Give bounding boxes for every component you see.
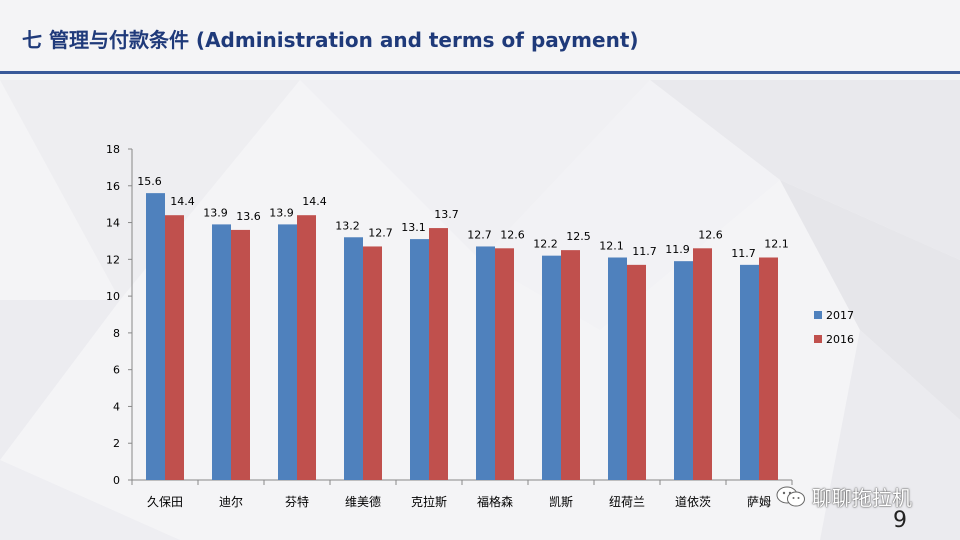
title-divider bbox=[0, 71, 960, 74]
data-label-2016-5: 12.6 bbox=[500, 228, 525, 241]
data-label-2016-1: 13.6 bbox=[236, 210, 261, 223]
bar-2016-1 bbox=[231, 229, 250, 480]
data-label-2017-6: 12.2 bbox=[533, 238, 558, 251]
data-label-2017-1: 13.9 bbox=[203, 206, 228, 219]
bar-2016-9 bbox=[759, 257, 778, 480]
legend-swatch-2016 bbox=[814, 335, 822, 343]
x-tick-label: 芬特 bbox=[285, 494, 309, 509]
y-tick-label: 10 bbox=[106, 290, 120, 303]
watermark-text: 聊聊拖拉机 bbox=[812, 486, 912, 510]
y-tick-label: 16 bbox=[106, 180, 120, 193]
y-tick-label: 4 bbox=[113, 400, 120, 413]
bar-2017-2 bbox=[278, 224, 297, 480]
slide-title: 七 管理与付款条件 (Administration and terms of p… bbox=[22, 28, 639, 52]
bar-2016-5 bbox=[495, 248, 514, 480]
bar-2016-8 bbox=[693, 248, 712, 480]
y-tick-label: 8 bbox=[113, 327, 120, 340]
data-label-2016-7: 11.7 bbox=[632, 245, 657, 258]
data-label-2016-9: 12.1 bbox=[764, 237, 789, 250]
x-tick-label: 凯斯 bbox=[549, 495, 573, 509]
y-tick-label: 0 bbox=[113, 474, 120, 487]
bar-2017-0 bbox=[146, 193, 165, 480]
bar-2017-5 bbox=[476, 246, 495, 480]
y-tick-label: 14 bbox=[106, 217, 120, 230]
data-label-2016-0: 14.4 bbox=[170, 195, 195, 208]
bar-2016-3 bbox=[363, 246, 382, 480]
bar-2017-9 bbox=[740, 264, 759, 480]
y-tick-label: 18 bbox=[106, 143, 120, 156]
bar-2017-8 bbox=[674, 261, 693, 480]
page-number: 9 bbox=[893, 508, 907, 533]
bar-2017-4 bbox=[410, 239, 429, 480]
bar-2017-6 bbox=[542, 255, 561, 480]
bar-2017-7 bbox=[608, 257, 627, 480]
data-label-2016-6: 12.5 bbox=[566, 230, 591, 243]
y-tick-label: 2 bbox=[113, 437, 120, 450]
bar-2017-3 bbox=[344, 237, 363, 480]
data-label-2017-9: 11.7 bbox=[731, 247, 756, 260]
x-tick-label: 克拉斯 bbox=[411, 494, 447, 509]
data-label-2017-4: 13.1 bbox=[401, 221, 426, 234]
x-tick-label: 纽荷兰 bbox=[609, 495, 645, 509]
x-tick-label: 萨姆 bbox=[747, 495, 771, 509]
data-label-2017-2: 13.9 bbox=[269, 206, 294, 219]
legend-label-2017: 2017 bbox=[826, 309, 854, 322]
x-tick-label: 福格森 bbox=[477, 494, 513, 509]
x-tick-label: 迪尔 bbox=[219, 494, 243, 509]
data-label-2016-3: 12.7 bbox=[368, 226, 393, 239]
data-label-2017-7: 12.1 bbox=[599, 239, 624, 252]
bar-2016-0 bbox=[165, 215, 184, 480]
data-label-2016-2: 14.4 bbox=[302, 195, 327, 208]
x-tick-label: 久保田 bbox=[147, 495, 183, 509]
data-label-2017-0: 15.6 bbox=[137, 175, 162, 188]
x-tick-label: 维美德 bbox=[345, 494, 381, 509]
bar-2017-1 bbox=[212, 224, 231, 480]
y-tick-label: 6 bbox=[113, 364, 120, 377]
data-label-2016-8: 12.6 bbox=[698, 228, 723, 241]
bar-2016-4 bbox=[429, 228, 448, 480]
bar-2016-7 bbox=[627, 264, 646, 480]
legend-label-2016: 2016 bbox=[826, 333, 854, 346]
data-label-2017-3: 13.2 bbox=[335, 219, 360, 232]
y-tick-label: 12 bbox=[106, 253, 120, 266]
data-label-2017-8: 11.9 bbox=[665, 243, 690, 256]
data-label-2016-4: 13.7 bbox=[434, 208, 459, 221]
bar-2016-2 bbox=[297, 215, 316, 480]
watermark: 聊聊拖拉机 bbox=[776, 482, 912, 511]
data-label-2017-5: 12.7 bbox=[467, 228, 492, 241]
wechat-icon bbox=[776, 486, 805, 506]
bar-2016-6 bbox=[561, 250, 580, 480]
legend-swatch-2017 bbox=[814, 311, 822, 319]
x-tick-label: 道依茨 bbox=[675, 494, 711, 509]
